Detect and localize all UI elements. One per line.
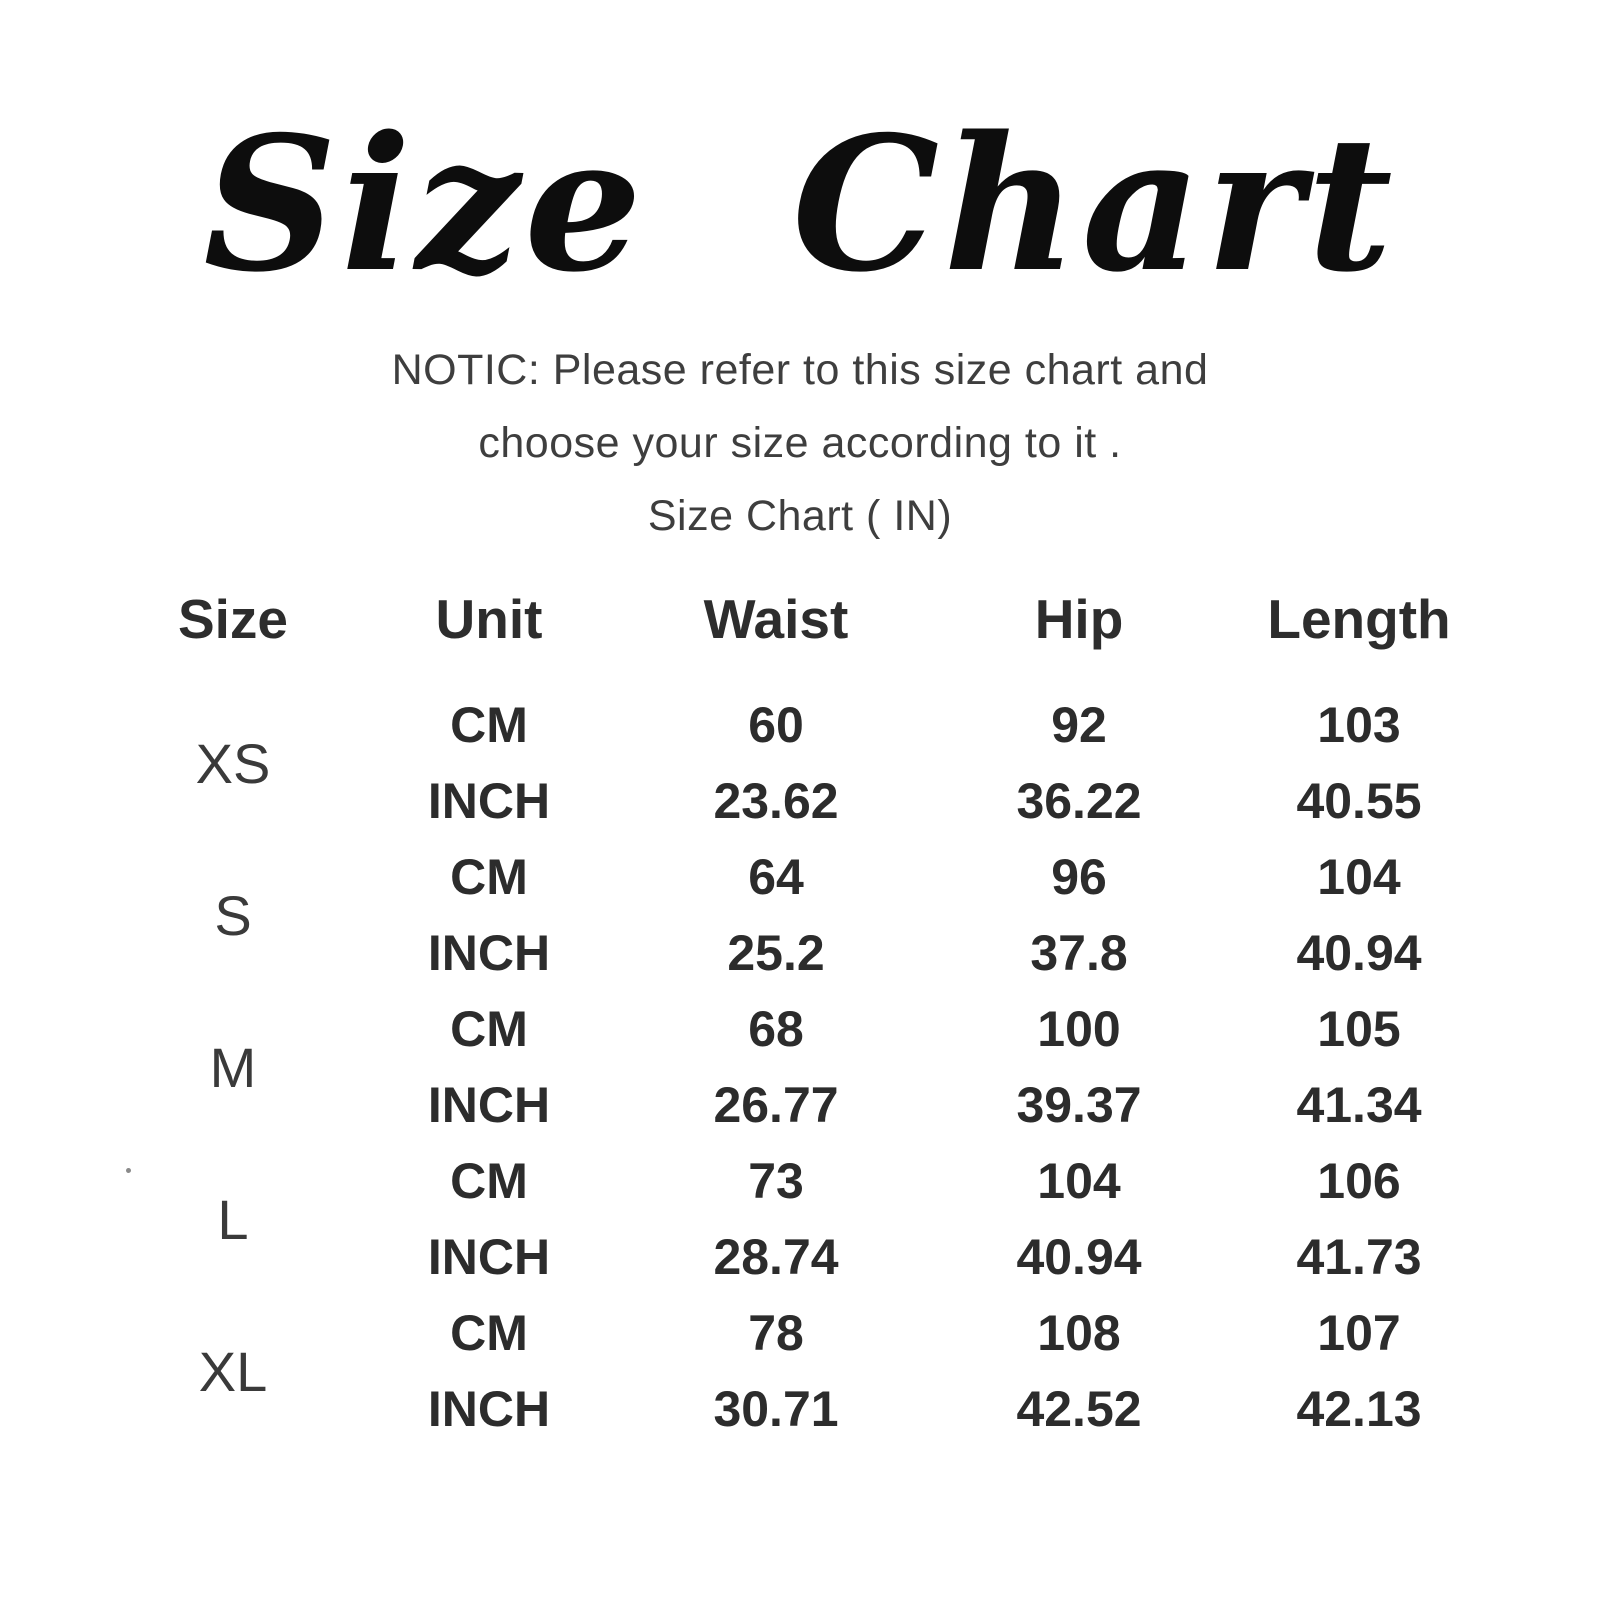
column-header-length: Length	[1267, 588, 1451, 650]
column-header-size: Size	[177, 588, 289, 650]
column-header-unit: Unit	[435, 588, 543, 650]
value-s-cm-hip: 96	[1051, 849, 1107, 905]
value-m-inch-waist: 26.77	[713, 1077, 839, 1133]
unit-label-xl-cm: CM	[450, 1305, 528, 1361]
size-label-xl: XL	[198, 1339, 268, 1403]
value-xs-cm-hip: 92	[1051, 697, 1107, 753]
size-label-m: M	[209, 1035, 257, 1099]
value-m-inch-length: 41.34	[1296, 1077, 1422, 1133]
unit-label-s-cm: CM	[450, 849, 528, 905]
value-xs-inch-waist: 23.62	[713, 773, 839, 829]
value-xl-inch-hip: 42.52	[1016, 1381, 1142, 1437]
value-xs-cm-waist: 60	[748, 697, 804, 753]
value-l-cm-hip: 104	[1037, 1153, 1121, 1209]
unit-label-l-cm: CM	[450, 1153, 528, 1209]
unit-label-m-inch: INCH	[427, 1077, 551, 1133]
value-l-cm-waist: 73	[748, 1153, 804, 1209]
unit-label-xs-inch: INCH	[427, 773, 551, 829]
unit-label-s-inch: INCH	[427, 925, 551, 981]
value-m-cm-waist: 68	[748, 1001, 804, 1057]
size-label-l: L	[217, 1187, 249, 1251]
value-s-inch-length: 40.94	[1296, 925, 1422, 981]
value-m-cm-length: 105	[1317, 1001, 1401, 1057]
value-s-inch-waist: 25.2	[727, 925, 825, 981]
value-l-inch-length: 41.73	[1296, 1229, 1422, 1285]
unit-label-xs-cm: CM	[450, 697, 528, 753]
value-xl-cm-length: 107	[1317, 1305, 1401, 1361]
column-header-waist: Waist	[703, 588, 849, 650]
notice-line-2: choose your size according to it .	[478, 419, 1122, 467]
value-s-cm-length: 104	[1317, 849, 1401, 905]
size-label-s: S	[214, 883, 252, 947]
value-l-inch-hip: 40.94	[1016, 1229, 1142, 1285]
value-s-inch-hip: 37.8	[1030, 925, 1128, 981]
notice-block: NOTIC: Please refer to this size chart a…	[0, 334, 1600, 553]
size-chart-subtitle: Size Chart ( IN)	[647, 492, 953, 540]
value-s-cm-waist: 64	[748, 849, 804, 905]
page-title: Size Chart	[203, 95, 1397, 313]
unit-label-l-inch: INCH	[427, 1229, 551, 1285]
value-xl-inch-length: 42.13	[1296, 1381, 1422, 1437]
notice-line-1: NOTIC: Please refer to this size chart a…	[391, 346, 1209, 394]
value-l-cm-length: 106	[1317, 1153, 1401, 1209]
value-m-inch-hip: 39.37	[1016, 1077, 1142, 1133]
value-xs-inch-length: 40.55	[1296, 773, 1422, 829]
value-m-cm-hip: 100	[1037, 1001, 1121, 1057]
value-xs-cm-length: 103	[1317, 697, 1401, 753]
column-header-hip: Hip	[1034, 588, 1124, 650]
size-label-xs: XS	[195, 731, 271, 795]
value-l-inch-waist: 28.74	[713, 1229, 839, 1285]
unit-label-xl-inch: INCH	[427, 1381, 551, 1437]
value-xl-cm-hip: 108	[1037, 1305, 1121, 1361]
value-xl-inch-waist: 30.71	[713, 1381, 839, 1437]
stray-mark	[126, 1168, 131, 1173]
unit-label-m-cm: CM	[450, 1001, 528, 1057]
value-xs-inch-hip: 36.22	[1016, 773, 1142, 829]
size-table: Size Unit Waist Hip Length XS CM 60 92 1…	[110, 577, 1490, 1447]
value-xl-cm-waist: 78	[748, 1305, 804, 1361]
